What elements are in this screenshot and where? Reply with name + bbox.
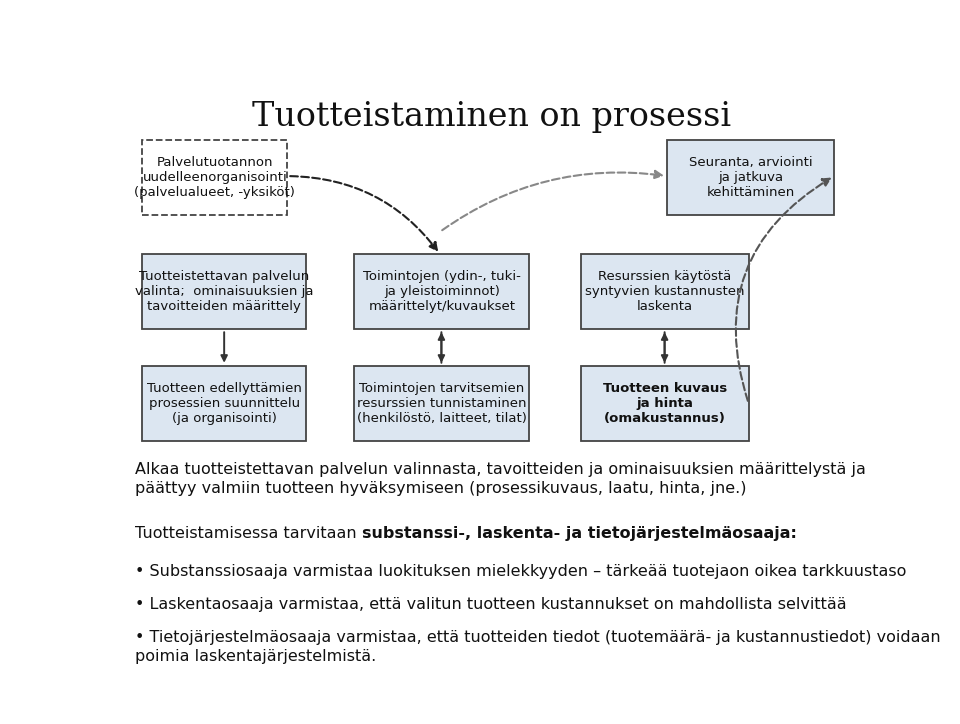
FancyBboxPatch shape — [354, 254, 529, 329]
Text: Resurssien käytöstä
syntyvien kustannusten
laskenta: Resurssien käytöstä syntyvien kustannust… — [586, 270, 745, 313]
Text: Toimintojen tarvitsemien
resurssien tunnistaminen
(henkilöstö, laitteet, tilat): Toimintojen tarvitsemien resurssien tunn… — [357, 382, 527, 425]
Text: Palvelutuotannon
uudelleenorganisointi
(palvelualueet, -yksiköt): Palvelutuotannon uudelleenorganisointi (… — [134, 156, 296, 199]
FancyBboxPatch shape — [142, 254, 306, 329]
Text: • Substanssiosaaja varmistaa luokituksen mielekkyyden – tärkeää tuotejaon oikea : • Substanssiosaaja varmistaa luokituksen… — [134, 563, 906, 578]
FancyBboxPatch shape — [581, 254, 749, 329]
Text: Toimintojen (ydin-, tuki-
ja yleistoiminnot)
määrittelyt/kuvaukset: Toimintojen (ydin-, tuki- ja yleistoimin… — [363, 270, 520, 313]
FancyBboxPatch shape — [354, 366, 529, 441]
Text: substanssi-, laskenta- ja tietojärjestelmäosaaja:: substanssi-, laskenta- ja tietojärjestel… — [362, 526, 797, 541]
Text: Tuotteen kuvaus
ja hinta
(omakustannus): Tuotteen kuvaus ja hinta (omakustannus) — [603, 382, 727, 425]
Text: Tuotteistettavan palvelun
valinta;  ominaisuuksien ja
tavoitteiden määrittely: Tuotteistettavan palvelun valinta; omina… — [135, 270, 313, 313]
Text: • Laskentaosaaja varmistaa, että valitun tuotteen kustannukset on mahdollista se: • Laskentaosaaja varmistaa, että valitun… — [134, 597, 847, 612]
FancyBboxPatch shape — [142, 140, 287, 215]
FancyBboxPatch shape — [581, 366, 749, 441]
Text: Tuotteistaminen on prosessi: Tuotteistaminen on prosessi — [252, 101, 732, 132]
Text: Seuranta, arviointi
ja jatkuva
kehittäminen: Seuranta, arviointi ja jatkuva kehittämi… — [688, 156, 812, 199]
FancyBboxPatch shape — [667, 140, 834, 215]
Text: Tuotteistamisessa tarvitaan: Tuotteistamisessa tarvitaan — [134, 526, 362, 541]
FancyBboxPatch shape — [142, 366, 306, 441]
Text: Tuotteen edellyttämien
prosessien suunnittelu
(ja organisointi): Tuotteen edellyttämien prosessien suunni… — [147, 382, 301, 425]
Text: Alkaa tuotteistettavan palvelun valinnasta, tavoitteiden ja ominaisuuksien määri: Alkaa tuotteistettavan palvelun valinnas… — [134, 461, 866, 497]
Text: • Tietojärjestelmäosaaja varmistaa, että tuotteiden tiedot (tuotemäärä- ja kusta: • Tietojärjestelmäosaaja varmistaa, että… — [134, 631, 941, 664]
